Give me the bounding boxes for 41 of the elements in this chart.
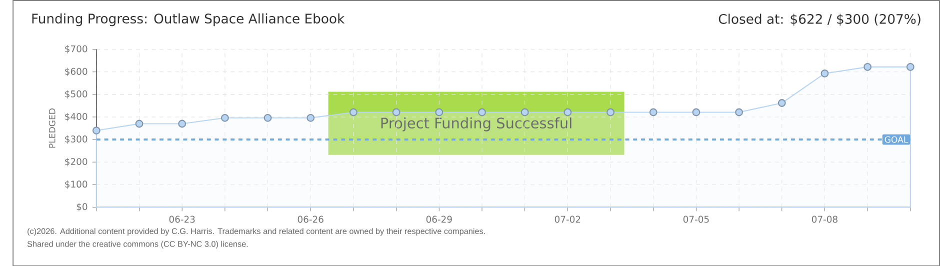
x-tick-label: 07-08 [812,216,838,223]
point [306,114,315,122]
x-tick-label: 06-26 [298,216,324,223]
point [820,69,829,78]
point [350,108,358,116]
point [135,120,144,128]
point [520,108,529,116]
point [735,108,743,116]
point [564,108,572,116]
y-tick-label: $700 [65,44,88,54]
point [220,114,229,122]
point [906,62,914,71]
ref-line-label: GOAL [884,136,908,143]
point [264,114,272,122]
point [392,108,400,116]
x-tick-label: 07-02 [554,216,580,223]
text: (c)2026. Additional content provided by C.G. Harris. Trademarks and related content are owned by their respective companies. [28,228,485,236]
x-tick-label: 06-29 [426,216,452,223]
y-tick-label: $400 [65,112,88,121]
point [864,62,872,71]
y-tick-label: $300 [65,135,88,144]
point [92,126,100,134]
x-tick-label: 06-23 [169,216,195,223]
y-tick-label: $200 [65,158,88,166]
point [435,108,444,116]
point [178,120,186,128]
point [778,98,786,107]
point [478,108,486,116]
y-tick-label: $0 [76,202,88,212]
y-tick-label: $100 [65,180,88,189]
annotation: Project Funding Successful [381,117,572,132]
y-axis-title: PLEDGED [48,108,56,148]
point [649,108,658,116]
point [606,108,614,116]
chart-title: Funding Progress: Outlaw Space Alliance Ebook [32,13,345,26]
x-tick-label: 07-05 [683,216,709,223]
text: Shared under the creative commons (CC BY-NC 3.0) license. [27,240,248,248]
point [692,108,700,116]
y-tick-label: $600 [65,68,88,76]
y-tick-label: $500 [65,90,88,98]
chart-subtitle: Closed at: $622 / $300 (207%) [718,14,920,26]
